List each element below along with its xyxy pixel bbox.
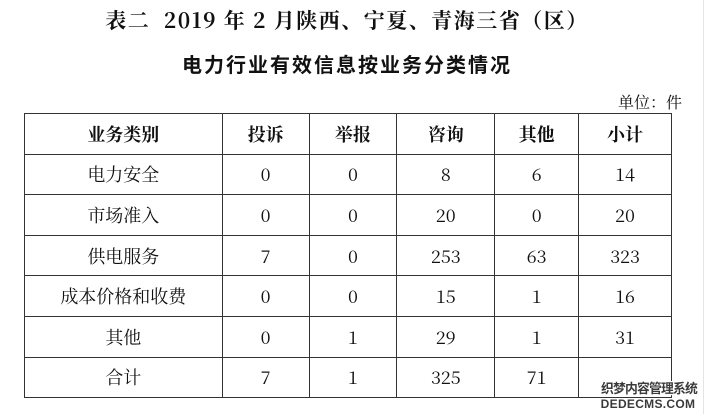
svg-text:DEDECMS.COM: DEDECMS.COM bbox=[601, 397, 696, 411]
svg-text:织梦内容管理系统: 织梦内容管理系统 bbox=[601, 380, 698, 397]
